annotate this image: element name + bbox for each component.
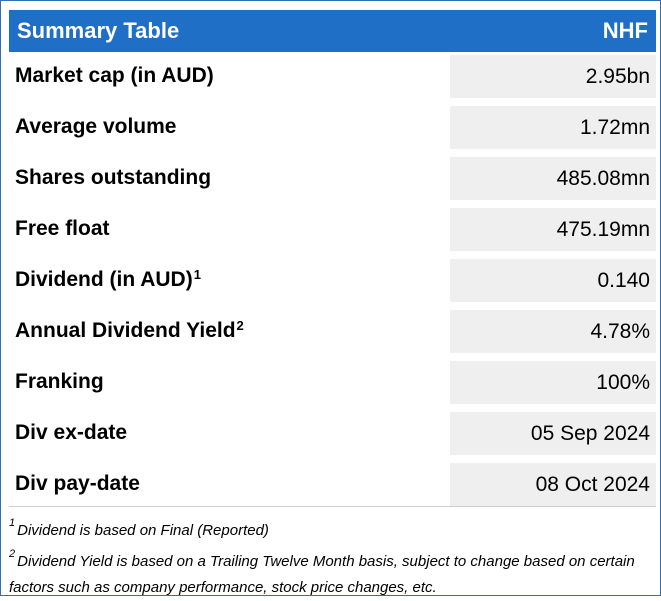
row-label: Div ex-date [15,421,128,444]
row-label: Market cap (in AUD) [15,64,214,87]
row-value: 08 Oct 2024 [450,463,656,506]
row-value: 485.08mn [450,157,656,200]
row-value: 1.72mn [450,106,656,149]
table-row: Franking 100% [9,358,656,409]
table-row: Market cap (in AUD) 2.95bn [9,52,656,103]
footnotes: 1 Dividend is based on Final (Reported) 2… [9,506,656,601]
footnote-marker: 2 [236,317,244,333]
row-label: Franking [15,370,104,393]
table-row: Average volume 1.72mn [9,103,656,154]
table-row: Annual Dividend Yield 2 4.78% [9,307,656,358]
row-label: Average volume [15,115,177,138]
row-value: 2.95bn [450,55,656,98]
table-header: Summary Table NHF [9,10,656,52]
ticker-symbol: NHF [602,18,648,43]
row-value: 4.78% [450,310,656,353]
table-row: Div ex-date 05 Sep 2024 [9,409,656,460]
table-title: Summary Table [17,18,180,43]
footnote-marker: 1 [193,266,201,282]
row-value: 0.140 [450,259,656,302]
row-label: Free float [15,217,110,240]
footnote-mark: 1 [9,517,16,529]
row-label: Annual Dividend Yield 2 [15,317,244,343]
table-row: Free float 475.19mn [9,205,656,256]
footnote-2: 2 Dividend Yield is based on a Trailing T… [9,548,635,596]
table-row: Dividend (in AUD) 1 0.140 [9,256,656,307]
row-label: Shares outstanding [15,166,212,189]
row-label: Div pay-date [15,472,140,495]
footnote-1: 1 Dividend is based on Final (Reported) [9,517,269,539]
row-label: Dividend (in AUD) 1 [15,266,201,292]
table-row: Shares outstanding 485.08mn [9,154,656,205]
table-row: Div pay-date 08 Oct 2024 [9,460,656,511]
row-value: 475.19mn [450,208,656,251]
footnote-mark: 2 [9,548,16,560]
row-value: 05 Sep 2024 [450,412,656,455]
row-value: 100% [450,361,656,404]
table-body: Market cap (in AUD) 2.95bn Average volum… [9,52,656,511]
